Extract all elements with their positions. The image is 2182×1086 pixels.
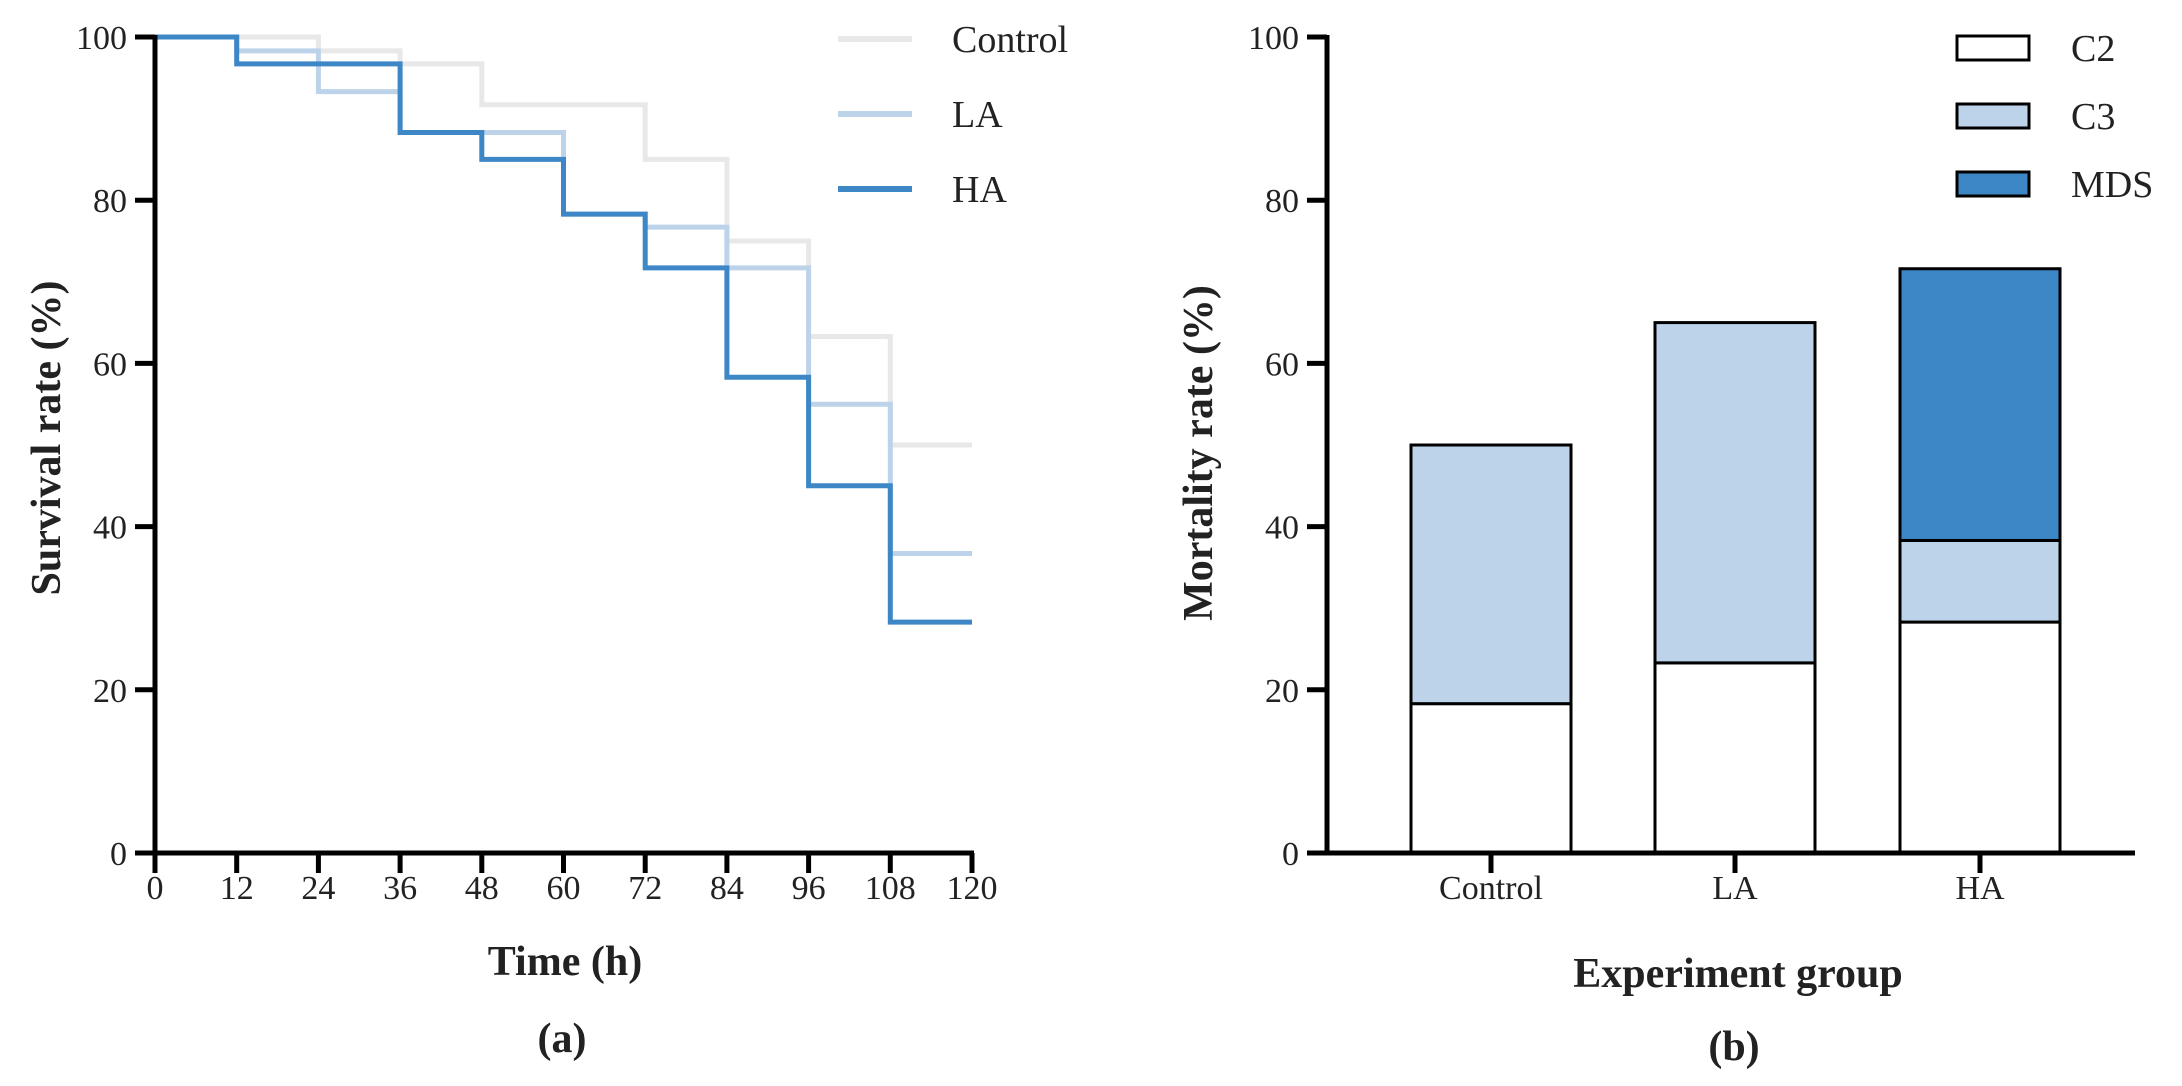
mortality-x-ticks: Control LA HA — [1439, 853, 2005, 907]
survival-y-tick-label: 60 — [93, 346, 127, 383]
mortality-legend: C2 C3 MDS — [1955, 28, 2153, 206]
survival-x-tick-label: 0 — [147, 870, 164, 907]
survival-x-tick-label: 12 — [220, 870, 254, 907]
survival-legend-label: Control — [952, 19, 1068, 61]
mortality-y-tick-label: 20 — [1265, 673, 1299, 710]
survival-x-axis-title: Time (h) — [488, 939, 642, 985]
survival-y-ticks: 0 20 40 60 80 100 — [76, 20, 155, 873]
mortality-y-tick-label: 40 — [1265, 510, 1299, 547]
survival-x-tick-label: 120 — [947, 870, 998, 907]
survival-y-axis-title: Survival rate (%) — [24, 281, 70, 596]
mortality-axes — [1324, 35, 2135, 856]
survival-y-tick-label: 100 — [76, 20, 127, 57]
mortality-y-tick-label: 0 — [1282, 836, 1299, 873]
mortality-legend-swatch-mds — [1955, 170, 2031, 198]
bar-ha-mds — [1898, 267, 2062, 542]
survival-y-tick-label: 80 — [93, 183, 127, 220]
mortality-x-axis-title: Experiment group — [1573, 951, 1902, 997]
survival-x-tick-label: 60 — [547, 870, 581, 907]
mortality-bars-group — [1409, 267, 2062, 855]
mortality-y-tick-label: 100 — [1248, 20, 1299, 57]
survival-chart: 0 20 40 60 80 100 0 12 24 36 48 60 72 84 96 108 120 Con… — [24, 19, 1068, 1062]
mortality-x-tick-label: LA — [1712, 870, 1758, 907]
survival-line-control — [155, 34, 972, 448]
mortality-y-tick-label: 80 — [1265, 183, 1299, 220]
mortality-legend-swatch-c3 — [1955, 102, 2031, 130]
mortality-legend-label: C3 — [2071, 96, 2115, 138]
bar-control-c2 — [1409, 702, 1573, 855]
bar-la-c3 — [1653, 321, 1817, 665]
survival-x-tick-label: 108 — [865, 870, 916, 907]
mortality-chart: 0 20 40 60 80 100 Control LA HA C2 C3 MDS Experim… — [1176, 20, 2153, 1070]
survival-legend: Control LA HA — [838, 19, 1068, 211]
mortality-y-tick-label: 60 — [1265, 346, 1299, 383]
survival-x-ticks: 0 12 24 36 48 60 72 84 96 108 120 — [147, 853, 998, 907]
bar-ha-c3 — [1898, 538, 2062, 624]
survival-x-tick-label: 24 — [301, 870, 335, 907]
survival-series-group — [155, 34, 972, 625]
mortality-legend-label: MDS — [2071, 164, 2153, 206]
survival-y-tick-label: 0 — [110, 836, 127, 873]
mortality-y-axis-title: Mortality rate (%) — [1176, 285, 1222, 621]
panel-label-a: (a) — [538, 1016, 587, 1062]
mortality-x-tick-label: Control — [1439, 870, 1543, 907]
mortality-legend-label: C2 — [2071, 28, 2115, 70]
survival-x-tick-label: 72 — [628, 870, 662, 907]
mortality-y-ticks: 0 20 40 60 80 100 — [1248, 20, 1327, 873]
bar-la-c2 — [1653, 661, 1817, 855]
survival-line-ha — [155, 34, 972, 625]
panel-label-b: (b) — [1708, 1024, 1759, 1070]
mortality-legend-swatch-c2 — [1955, 34, 2031, 62]
survival-x-tick-label: 96 — [792, 870, 826, 907]
survival-x-tick-label: 48 — [465, 870, 499, 907]
bar-control-c3 — [1409, 443, 1573, 706]
bar-ha-c2 — [1898, 620, 2062, 855]
survival-legend-label: HA — [952, 169, 1007, 211]
mortality-x-tick-label: HA — [1955, 870, 2005, 907]
survival-legend-label: LA — [952, 94, 1003, 136]
survival-x-tick-label: 84 — [710, 870, 744, 907]
survival-y-tick-label: 20 — [93, 673, 127, 710]
survival-y-tick-label: 40 — [93, 510, 127, 547]
survival-x-tick-label: 36 — [383, 870, 417, 907]
